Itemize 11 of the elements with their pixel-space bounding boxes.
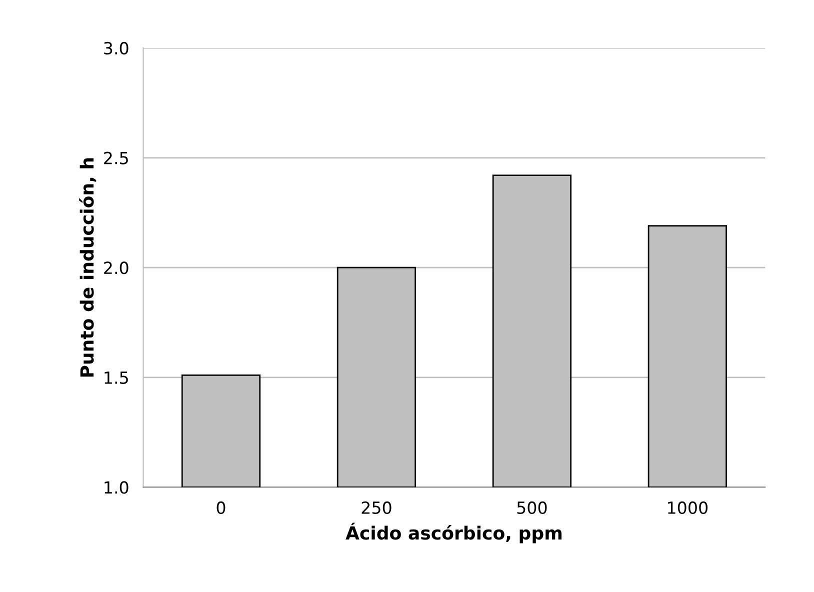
x-tick-label: 0 [216, 501, 226, 514]
y-tick-label: 1.5 [104, 372, 128, 384]
y-tick-label: 2.5 [104, 152, 128, 164]
y-axis-title: Punto de inducción, h [79, 158, 96, 377]
x-axis-title: Ácido ascórbico, ppm [346, 522, 562, 544]
x-tick-label: 1000 [668, 501, 708, 514]
x-tick-label: 250 [362, 501, 392, 514]
y-tick-label: 3.0 [104, 42, 128, 55]
y-tick-label: 1.0 [104, 481, 128, 494]
y-tick-label: 2.0 [104, 262, 128, 274]
x-tick-label: 500 [517, 501, 547, 514]
